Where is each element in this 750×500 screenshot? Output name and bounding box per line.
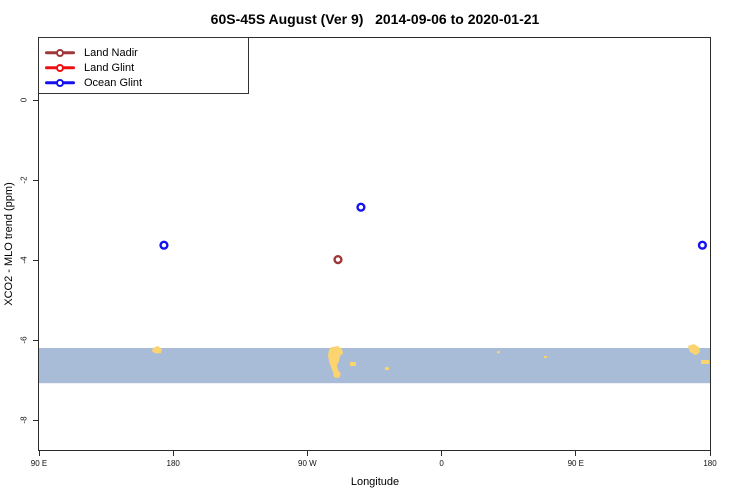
- y-tick-mark: [33, 419, 38, 421]
- y-tick-mark: [33, 99, 38, 101]
- latitude-band-ocean: [39, 348, 710, 384]
- x-tick-mark: [306, 451, 308, 456]
- legend-label: Ocean Glint: [84, 76, 143, 89]
- y-tick-label: 0: [19, 97, 29, 103]
- y-axis-title: XCO2 - MLO trend (ppm): [3, 182, 15, 306]
- x-tick-mark: [441, 451, 443, 456]
- x-axis-title: Longitude: [350, 476, 400, 488]
- land-feature-new-zealand: [152, 346, 162, 354]
- plot-canvas: [38, 37, 711, 451]
- land-feature-falkland-islands: [350, 362, 356, 366]
- y-tick-label: -8: [19, 416, 29, 424]
- land-nadir-marker-icon: [45, 48, 75, 57]
- legend: Land Nadir Land Glint Ocean Glint: [38, 37, 249, 94]
- land-feature-prince-edward-is: [496, 351, 500, 354]
- y-tick-label: -2: [19, 176, 29, 184]
- x-tick-mark: [709, 451, 711, 456]
- land-feature-kerguelen: [543, 356, 547, 358]
- y-tick-mark: [33, 179, 38, 181]
- land-feature-south-georgia: [384, 367, 389, 370]
- legend-label: Land Glint: [84, 61, 135, 74]
- land-feature-new-zealand-wrapped: [687, 344, 700, 356]
- x-tick-mark: [172, 451, 174, 456]
- x-tick-label: 0: [439, 459, 444, 468]
- x-tick-mark: [575, 451, 577, 456]
- land-glint-marker-icon: [45, 63, 75, 72]
- x-tick-label: 180: [166, 459, 180, 468]
- x-tick-label: 90 E: [30, 459, 48, 468]
- y-tick-label: -4: [19, 256, 29, 264]
- y-tick-mark: [33, 339, 38, 341]
- plot-frame: [38, 37, 711, 451]
- x-tick-mark: [38, 451, 40, 456]
- legend-item-land-nadir: Land Nadir: [39, 45, 248, 60]
- plot-area: [38, 37, 711, 451]
- chart-title: 60S-45S August (Ver 9) 2014-09-06 to 202…: [210, 11, 540, 27]
- x-tick-label: 180: [703, 459, 717, 468]
- legend-label: Land Nadir: [84, 46, 138, 59]
- data-point-ocean-glint: [697, 240, 707, 250]
- legend-item-land-glint: Land Glint: [39, 60, 248, 75]
- legend-item-ocean-glint: Ocean Glint: [39, 75, 248, 90]
- data-point-ocean-glint: [159, 240, 169, 250]
- x-tick-label: 90 E: [567, 459, 585, 468]
- data-point-land-nadir: [333, 255, 343, 265]
- ocean-glint-marker-icon: [45, 78, 75, 87]
- y-tick-mark: [33, 259, 38, 261]
- land-feature-chatham-islands: [701, 360, 710, 364]
- x-tick-label: 90 W: [298, 459, 317, 468]
- y-tick-label: -6: [19, 336, 29, 344]
- land-feature-patagonia: [328, 346, 343, 378]
- data-point-ocean-glint: [356, 202, 366, 212]
